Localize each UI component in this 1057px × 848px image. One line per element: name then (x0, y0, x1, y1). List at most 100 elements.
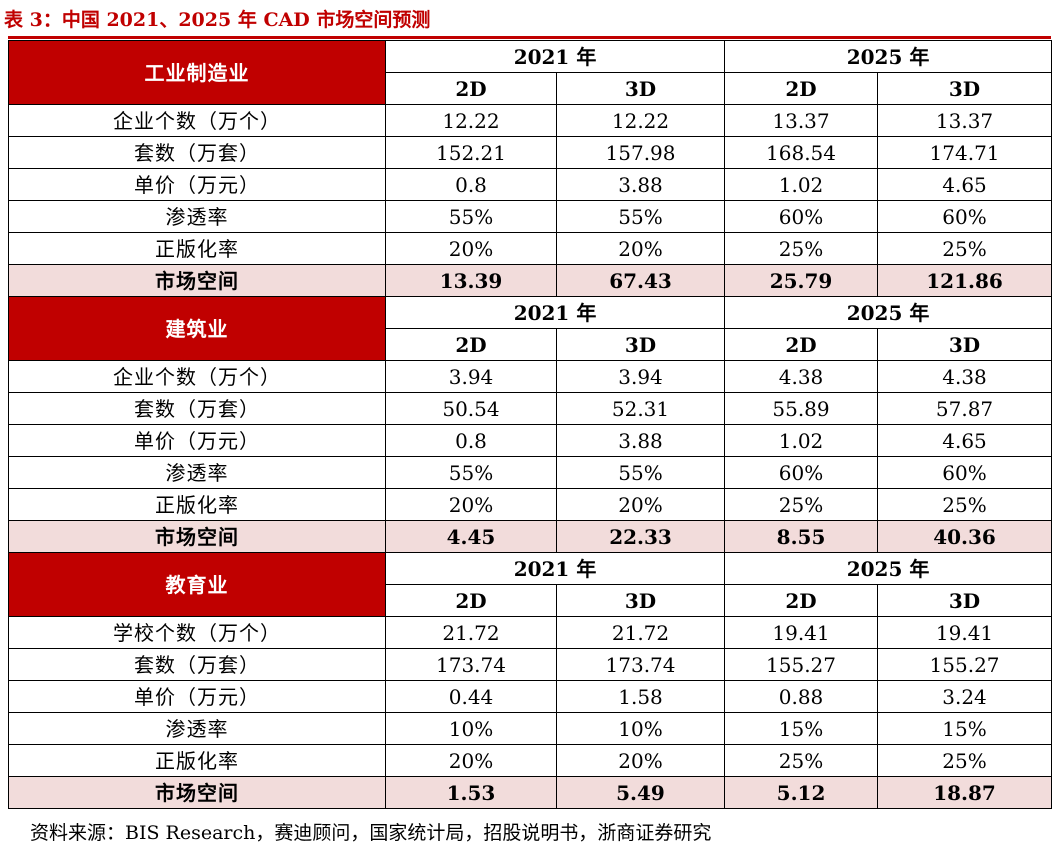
value-cell: 55% (385, 456, 557, 489)
value-cell: 15% (724, 712, 879, 745)
value-cell: 173.74 (555, 648, 726, 681)
value-cell: 20% (555, 488, 726, 521)
dimension-header-cell: 3D (555, 328, 726, 361)
dimension-header-cell: 2D (385, 584, 557, 617)
row-label-cell: 学校个数（万个） (8, 616, 386, 649)
section-header-row: 工业制造业 2021 年 2025 年 (8, 40, 1053, 105)
value-cell: 52.31 (555, 392, 726, 425)
table-row: 正版化率 20% 20% 25% 25% (8, 744, 1053, 777)
row-label-cell: 市场空间 (8, 520, 386, 553)
value-cell: 12.22 (555, 104, 726, 137)
value-cell: 0.8 (385, 424, 557, 457)
table-row: 学校个数（万个） 21.72 21.72 19.41 19.41 (8, 616, 1053, 649)
value-cell: 18.87 (877, 776, 1053, 809)
row-label-cell: 正版化率 (8, 232, 386, 265)
table-row: 正版化率 20% 20% 25% 25% (8, 488, 1053, 521)
value-cell: 4.65 (877, 168, 1053, 201)
row-label-cell: 市场空间 (8, 776, 386, 809)
value-cell: 25% (724, 744, 879, 777)
value-cell: 4.45 (385, 520, 557, 553)
table-row: 单价（万元） 0.8 3.88 1.02 4.65 (8, 168, 1053, 201)
value-cell: 60% (877, 200, 1053, 233)
value-cell: 21.72 (555, 616, 726, 649)
table-row: 企业个数（万个） 3.94 3.94 4.38 4.38 (8, 360, 1053, 393)
sector-name-cell: 工业制造业 (8, 40, 386, 105)
value-cell: 25% (877, 744, 1053, 777)
title-rule (8, 36, 1051, 39)
value-cell: 60% (877, 456, 1053, 489)
value-cell: 173.74 (385, 648, 557, 681)
value-cell: 25% (877, 488, 1053, 521)
value-cell: 121.86 (877, 264, 1053, 297)
value-cell: 25% (724, 232, 879, 265)
value-cell: 13.37 (724, 104, 879, 137)
section-header-row: 教育业 2021 年 2025 年 (8, 552, 1053, 617)
value-cell: 4.38 (877, 360, 1053, 393)
table-row: 正版化率 20% 20% 25% 25% (8, 232, 1053, 265)
row-label-cell: 单价（万元） (8, 168, 386, 201)
dimension-header-cell: 2D (385, 328, 557, 361)
row-label-cell: 正版化率 (8, 488, 386, 521)
table-row: 渗透率 55% 55% 60% 60% (8, 200, 1053, 233)
dimension-header-cell: 2D (724, 328, 879, 361)
value-cell: 1.02 (724, 168, 879, 201)
value-cell: 20% (555, 744, 726, 777)
row-label-cell: 渗透率 (8, 456, 386, 489)
year-header-cell: 2025 年 (724, 552, 1053, 585)
value-cell: 0.8 (385, 168, 557, 201)
value-cell: 1.02 (724, 424, 879, 457)
value-cell: 13.39 (385, 264, 557, 297)
value-cell: 12.22 (385, 104, 557, 137)
value-cell: 55% (385, 200, 557, 233)
value-cell: 20% (385, 232, 557, 265)
value-cell: 25% (724, 488, 879, 521)
table-row: 单价（万元） 0.8 3.88 1.02 4.65 (8, 424, 1053, 457)
dimension-header-cell: 3D (555, 72, 726, 105)
sector-name-cell: 建筑业 (8, 296, 386, 361)
row-label-cell: 单价（万元） (8, 680, 386, 713)
value-cell: 10% (385, 712, 557, 745)
row-label-cell: 渗透率 (8, 712, 386, 745)
dimension-header-row: 2D 3D 2D 3D (9, 328, 1053, 361)
value-cell: 22.33 (555, 520, 726, 553)
year-header-cell: 2021 年 (384, 40, 726, 73)
value-cell: 60% (724, 456, 879, 489)
row-label-cell: 套数（万套） (8, 136, 386, 169)
value-cell: 5.49 (555, 776, 726, 809)
value-cell: 152.21 (385, 136, 557, 169)
table-row: 套数（万套） 50.54 52.31 55.89 57.87 (8, 392, 1053, 425)
table-row: 渗透率 10% 10% 15% 15% (8, 712, 1053, 745)
value-cell: 55% (555, 456, 726, 489)
value-cell: 55% (555, 200, 726, 233)
value-cell: 168.54 (724, 136, 879, 169)
row-label-cell: 市场空间 (8, 264, 386, 297)
year-header-cell: 2021 年 (384, 552, 726, 585)
year-header-cell: 2021 年 (384, 296, 726, 329)
market-size-row: 市场空间 13.39 67.43 25.79 121.86 (8, 264, 1053, 297)
value-cell: 50.54 (385, 392, 557, 425)
value-cell: 67.43 (555, 264, 726, 297)
value-cell: 10% (555, 712, 726, 745)
market-size-row: 市场空间 4.45 22.33 8.55 40.36 (8, 520, 1053, 553)
value-cell: 60% (724, 200, 879, 233)
row-label-cell: 正版化率 (8, 744, 386, 777)
row-label-cell: 企业个数（万个） (8, 104, 386, 137)
table-row: 套数（万套） 173.74 173.74 155.27 155.27 (8, 648, 1053, 681)
sector-name-cell: 教育业 (8, 552, 386, 617)
value-cell: 155.27 (877, 648, 1053, 681)
table-row: 企业个数（万个） 12.22 12.22 13.37 13.37 (8, 104, 1053, 137)
value-cell: 174.71 (877, 136, 1053, 169)
year-header-cell: 2025 年 (724, 296, 1053, 329)
dimension-header-cell: 2D (385, 72, 557, 105)
row-label-cell: 单价（万元） (8, 424, 386, 457)
value-cell: 0.44 (385, 680, 557, 713)
value-cell: 19.41 (877, 616, 1053, 649)
value-cell: 3.24 (877, 680, 1053, 713)
value-cell: 3.88 (555, 424, 726, 457)
table-row: 渗透率 55% 55% 60% 60% (8, 456, 1053, 489)
value-cell: 20% (385, 488, 557, 521)
value-cell: 55.89 (724, 392, 879, 425)
dimension-header-cell: 3D (555, 584, 726, 617)
value-cell: 3.94 (385, 360, 557, 393)
value-cell: 19.41 (724, 616, 879, 649)
